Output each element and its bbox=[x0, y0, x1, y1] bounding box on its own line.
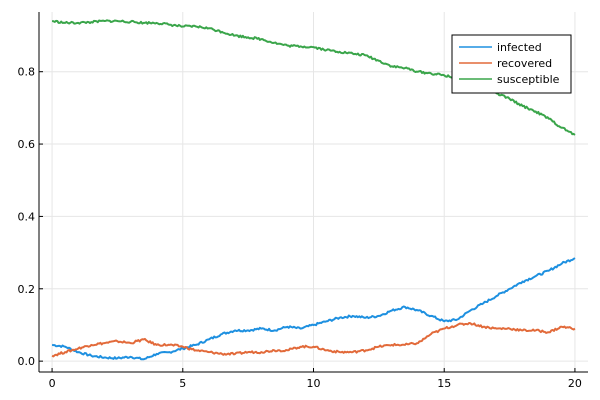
series-line-recovered bbox=[51, 322, 576, 358]
y-tick-label: 0.0 bbox=[18, 355, 36, 368]
x-tick-label: 10 bbox=[307, 377, 321, 390]
x-tick-label: 20 bbox=[568, 377, 582, 390]
y-tick-label: 0.2 bbox=[18, 283, 36, 296]
x-tick-label: 15 bbox=[437, 377, 451, 390]
series-line-infected bbox=[51, 257, 576, 361]
ticks: 0 5 10 15 20 0.0 0.2 0.4 0.6 0.8 bbox=[18, 66, 582, 390]
y-tick-label: 0.6 bbox=[18, 138, 36, 151]
x-tick-label: 0 bbox=[49, 377, 56, 390]
y-tick-label: 0.8 bbox=[18, 66, 36, 79]
legend-label-susceptible: susceptible bbox=[497, 73, 560, 86]
y-tick-label: 0.4 bbox=[18, 210, 36, 223]
legend: infected recovered susceptible bbox=[451, 34, 572, 94]
legend-label-infected: infected bbox=[497, 41, 542, 54]
x-tick-label: 5 bbox=[179, 377, 186, 390]
legend-box bbox=[451, 34, 572, 94]
legend-label-recovered: recovered bbox=[497, 57, 552, 70]
